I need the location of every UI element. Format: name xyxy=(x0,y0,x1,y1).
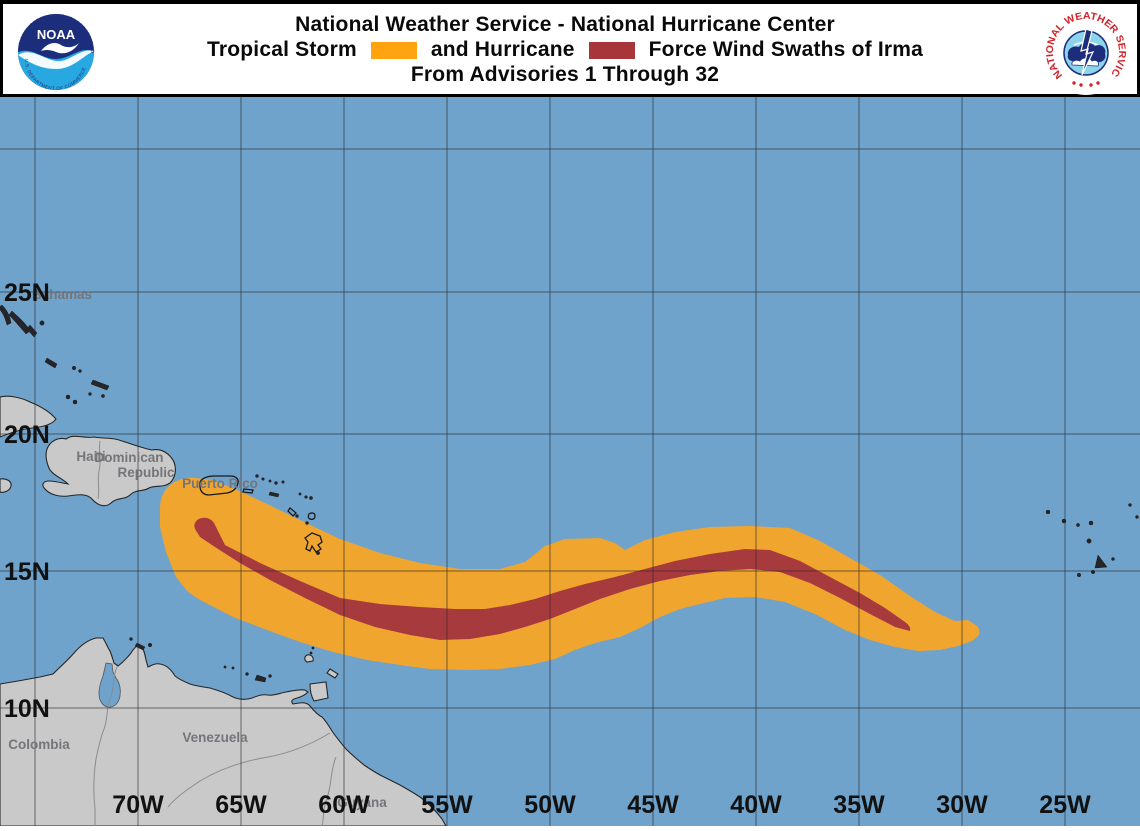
lon-label-45w: 45W xyxy=(627,791,679,819)
lat-label-25n: 25N xyxy=(4,279,50,307)
legend-tropical-storm-label: Tropical Storm xyxy=(206,38,357,61)
venezuela-offshore-islands xyxy=(129,637,272,683)
title-line-3: From Advisories 1 Through 32 xyxy=(410,63,720,86)
island-st-kitts xyxy=(287,507,297,517)
label-colombia: Colombia xyxy=(8,737,70,752)
header-titles: National Weather Service - National Hurr… xyxy=(103,6,1027,94)
lon-label-30w: 30W xyxy=(936,791,988,819)
grid-lines xyxy=(0,97,1140,826)
nws-stars xyxy=(1072,81,1100,87)
lon-label-60w: 60W xyxy=(318,791,370,819)
noaa-gull-icon xyxy=(18,50,94,69)
latitude-labels: 25N 20N 15N 10N xyxy=(4,279,50,723)
islands-over-swath xyxy=(199,474,323,555)
hurricane-swath xyxy=(194,517,911,640)
island-puerto-rico xyxy=(199,475,239,496)
noaa-logo: NOAA NATIONAL OCEANIC AND ATMOSPHERIC AD… xyxy=(9,3,101,97)
label-haiti: Haiti xyxy=(76,449,105,464)
cape-verde-islands xyxy=(1045,503,1139,578)
bahamas-islands xyxy=(0,304,110,405)
nws-lightning-icon xyxy=(1080,28,1095,76)
lon-label-65w: 65W xyxy=(215,791,267,819)
island-antigua xyxy=(307,512,316,521)
title-line-2: Tropical Storm and Hurricane Force Wind … xyxy=(207,38,923,62)
map-svg: Bahamas Haiti Dominican Republic Puerto … xyxy=(0,97,1140,827)
border-venezuela-guyana xyxy=(321,756,337,827)
island-vieques xyxy=(242,488,254,494)
lon-label-35w: 35W xyxy=(833,791,885,819)
island-cuba xyxy=(0,395,57,438)
wind-swaths xyxy=(160,477,980,670)
nws-logo-icon: NATIONAL WEATHER SERVICE xyxy=(1037,0,1129,95)
hurricane-swatch xyxy=(588,41,635,59)
lon-label-70w: 70W xyxy=(112,791,164,819)
label-guyana: Guyana xyxy=(337,795,387,810)
lat-label-10n: 10N xyxy=(4,695,50,723)
island-hispaniola xyxy=(42,435,176,507)
river-orinoco xyxy=(167,732,331,808)
place-labels: Bahamas Haiti Dominican Republic Puerto … xyxy=(8,287,387,810)
map-area: Bahamas Haiti Dominican Republic Puerto … xyxy=(0,97,1140,827)
island-guadeloupe xyxy=(304,532,323,553)
label-dominican: Dominican xyxy=(94,450,163,465)
border-colombia-venezuela xyxy=(93,666,118,826)
label-puerto-rico: Puerto Rico xyxy=(182,476,258,491)
nws-logo: NATIONAL WEATHER SERVICE xyxy=(1037,0,1131,97)
tropical-storm-swatch xyxy=(370,41,417,59)
lon-label-40w: 40W xyxy=(730,791,782,819)
landmass-south-america xyxy=(0,637,447,827)
lat-label-15n: 15N xyxy=(4,558,50,586)
label-bahamas: Bahamas xyxy=(32,287,92,302)
header-banner: NOAA NATIONAL OCEANIC AND ATMOSPHERIC AD… xyxy=(0,0,1140,97)
legend-hurricane-label: and Hurricane xyxy=(430,38,575,61)
lon-label-50w: 50W xyxy=(524,791,576,819)
island-jamaica xyxy=(0,478,12,493)
label-venezuela: Venezuela xyxy=(182,730,248,745)
legend-suffix-label: Force Wind Swaths of Irma xyxy=(648,38,923,61)
lon-label-55w: 55W xyxy=(421,791,473,819)
noaa-bird-wing-icon xyxy=(41,43,79,54)
longitude-labels: 70W 65W 60W 55W 50W 45W 40W 35W 30W 25W xyxy=(112,791,1091,819)
lat-label-20n: 20N xyxy=(4,421,50,449)
noaa-wordmark: NOAA xyxy=(37,27,76,42)
label-republic: Republic xyxy=(117,465,174,480)
border-haiti-dominican xyxy=(97,440,101,500)
title-line-1: National Weather Service - National Hurr… xyxy=(295,13,835,36)
noaa-logo-icon: NOAA NATIONAL OCEANIC AND ATMOSPHERIC AD… xyxy=(9,3,95,91)
lon-label-25w: 25W xyxy=(1039,791,1091,819)
